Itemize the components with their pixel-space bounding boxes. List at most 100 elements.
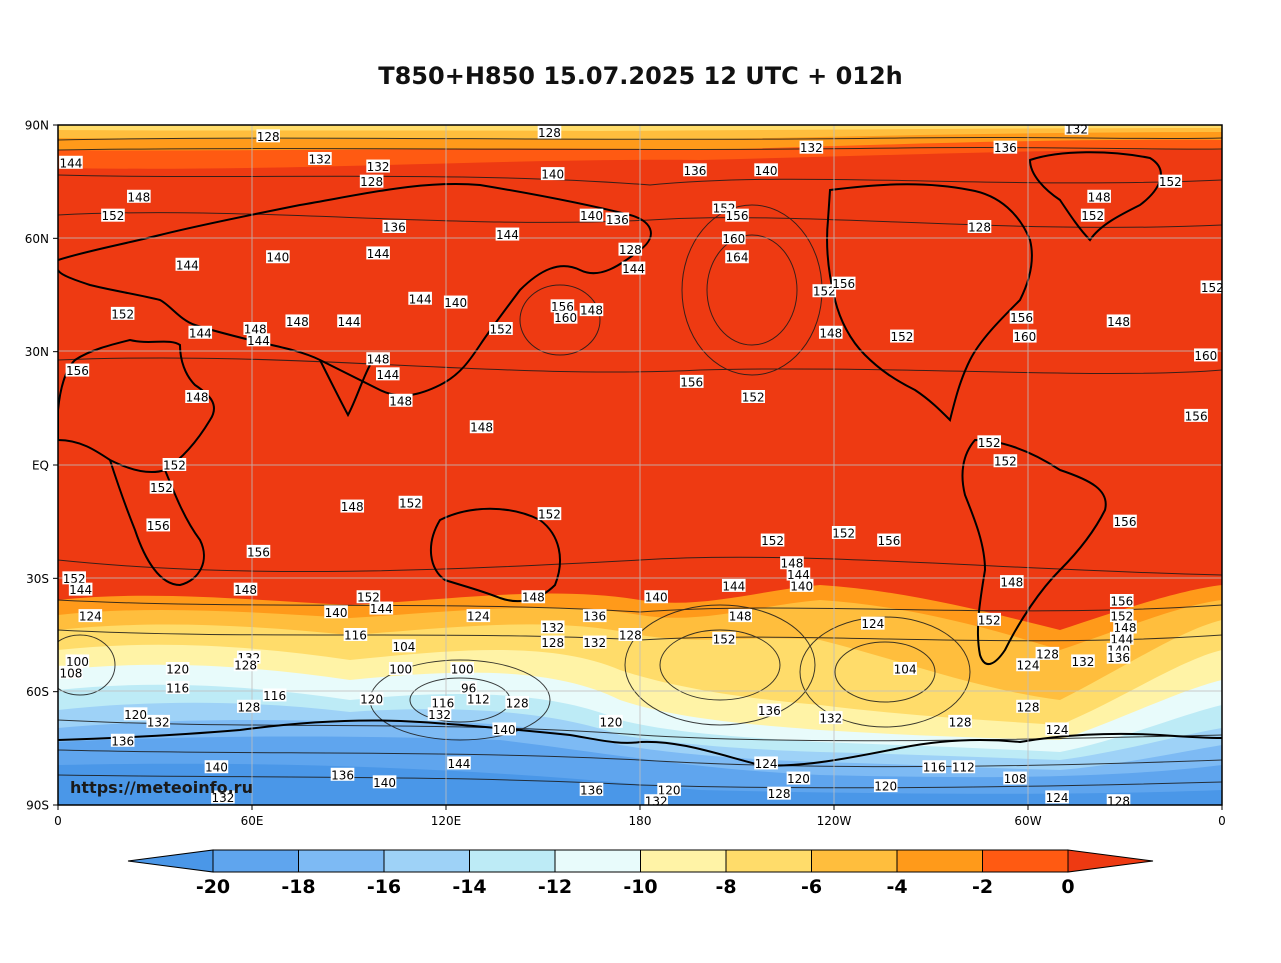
contour-label-text: 124 (755, 757, 778, 771)
contour-label: 156 (550, 299, 575, 314)
contour-label-text: 140 (205, 761, 228, 775)
contour-label: 128 (948, 714, 972, 729)
contour-label: 148 (185, 390, 209, 405)
contour-label: 128 (505, 696, 529, 711)
map-title: T850+H850 15.07.2025 12 UTC + 012h (378, 62, 903, 90)
contour-label: 148 (1000, 575, 1024, 590)
contour-label-bg (204, 760, 229, 774)
contour-label-bg (786, 771, 811, 785)
contour-label: 140 (579, 208, 604, 223)
contour-label-text: 132 (211, 791, 234, 805)
colorbar: -20 -18 -16 -14 -12 -10 -8 -6 -4 -2 0 (127, 849, 1154, 898)
contour-label: 140 (492, 722, 516, 737)
contour-label-text: 144 (189, 326, 212, 340)
contour-label-text: 148 (389, 394, 412, 408)
contour-label-bg (818, 711, 843, 725)
contour-label-text: 148 (341, 500, 364, 514)
contour-label: 144 (408, 291, 432, 306)
y-tick-label: 30N (25, 345, 49, 359)
contour-label-bg (146, 518, 171, 532)
contour-label-text: 104 (894, 663, 917, 677)
contour-label: 148 (579, 303, 604, 318)
colorbar-tick-label: -10 (623, 876, 657, 898)
contour-label-bg (149, 480, 174, 494)
contour-label-text: 136 (994, 141, 1017, 155)
contour-label: 148 (233, 582, 258, 597)
contour-label: 152 (162, 458, 187, 473)
contour-label-bg (1109, 594, 1134, 607)
latitude-axis: 90N 60N 30N EQ 30S 60S 90S (25, 119, 58, 813)
contour-label: 144 (188, 325, 213, 340)
contour-label-bg (725, 250, 749, 264)
contour-label-text: 156 (551, 300, 574, 314)
x-tick-label: 60E (241, 814, 264, 828)
contour-label: 112 (466, 692, 491, 707)
contour-label-text: 128 (619, 243, 642, 257)
colorbar-tick-label: -8 (715, 876, 736, 898)
contour-label-bg (1109, 609, 1134, 623)
contour-label-text: 132 (147, 715, 170, 729)
contour-label-bg (760, 533, 785, 547)
contour-label-bg (812, 284, 837, 298)
contour-label-bg (1016, 699, 1040, 713)
contour-label-bg (721, 231, 746, 245)
x-tick-label: 120W (817, 814, 852, 828)
colorbar-tick-label: 0 (1061, 876, 1074, 898)
contour-label: 124 (1045, 790, 1069, 805)
contour-label-bg (430, 696, 455, 709)
contour-label: 152 (712, 631, 736, 646)
contour-label-text: 148 (367, 353, 390, 367)
contour-label-text: 152 (357, 591, 380, 605)
y-tick-label: 60N (25, 232, 49, 246)
contour-label: 132 (644, 794, 668, 809)
contour-label-text: 128 (360, 175, 383, 189)
contour-label-text: 116 (344, 629, 367, 643)
contour-label-bg (127, 189, 151, 203)
contour-label-text: 140 (493, 723, 516, 737)
contour-label-text: 152 (713, 632, 736, 646)
contour-label: 128 (1035, 646, 1060, 661)
contour-label-bg (741, 390, 765, 403)
contour-label-text: 156 (1185, 409, 1208, 423)
contour-label-text: 132 (308, 153, 331, 167)
contour-label: 148 (366, 352, 390, 367)
contour-label-bg (1045, 790, 1069, 804)
contour-label-bg (165, 680, 190, 694)
colorbar-segment (640, 849, 727, 873)
contour-label: 140 (266, 250, 290, 265)
contour-label: 152 (356, 590, 381, 605)
contour-label-bg (366, 246, 390, 260)
y-tick-label: 90S (26, 799, 49, 813)
contour-label: 128 (1016, 699, 1040, 714)
contour-label-bg (233, 582, 258, 596)
colorbar-tick-label: -20 (196, 876, 230, 898)
contour-label: 132 (308, 152, 332, 167)
contour-label-text: 128 (768, 787, 791, 801)
contour-label: 128 (767, 786, 791, 801)
contour-label-text: 152 (63, 572, 86, 586)
contour-label: 136 (579, 782, 604, 797)
contour-label-bg (469, 420, 494, 434)
contour-label-text: 152 (890, 330, 913, 344)
contour-label: 144 (175, 257, 200, 272)
contour-label-bg (831, 276, 856, 290)
contour-label-bg (1080, 208, 1105, 222)
contour-label-bg (188, 325, 213, 339)
contour-label-bg (59, 665, 83, 679)
contour-label-text: 148 (781, 557, 804, 571)
contour-label-text: 152 (1110, 610, 1133, 624)
contour-label-bg (243, 322, 268, 335)
contour-label-text: 140 (580, 209, 603, 223)
contour-label: 164 (725, 250, 749, 265)
contour-label-text: 136 (583, 610, 606, 624)
contour-label: 120 (599, 714, 623, 729)
contour-label: 152 (1200, 280, 1225, 295)
contour-label-text: 124 (1046, 791, 1069, 805)
contour-label-bg (582, 609, 607, 623)
contour-label: 144 (68, 582, 93, 597)
contour-label-text: 128 (541, 636, 564, 650)
contour-label: 156 (831, 276, 856, 291)
contour-label-bg (460, 680, 477, 694)
contour-label-text: 132 (428, 708, 451, 722)
contour-label-text: 140 (790, 579, 813, 593)
